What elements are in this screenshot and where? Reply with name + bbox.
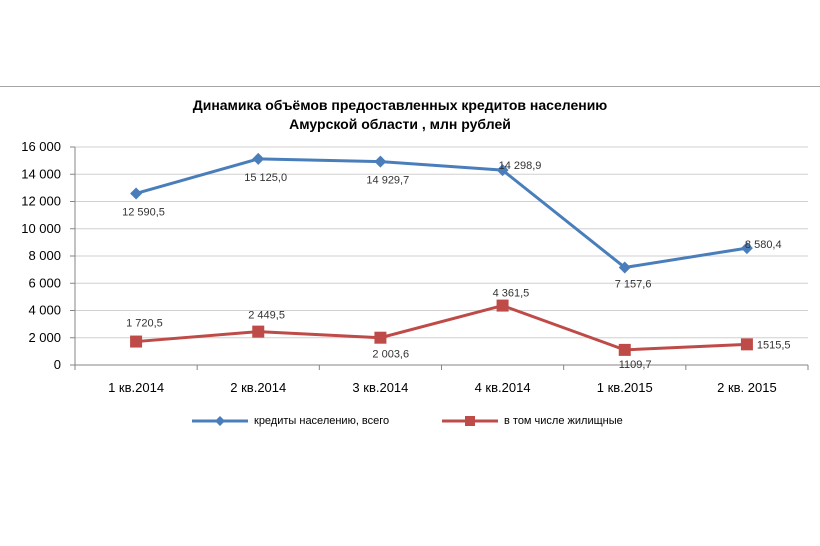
data-point-marker bbox=[130, 187, 143, 200]
legend-item-housing: в том числе жилищные bbox=[440, 411, 623, 431]
y-tick-label: 14 000 bbox=[21, 166, 61, 181]
data-point-marker bbox=[618, 261, 631, 274]
data-point-marker bbox=[252, 325, 265, 338]
x-tick-label: 1 кв.2014 bbox=[108, 380, 164, 395]
data-point-marker bbox=[374, 155, 387, 168]
data-label: 12 590,5 bbox=[122, 206, 165, 218]
data-point-marker bbox=[374, 331, 387, 344]
chart-title-line2: Амурской области , млн рублей bbox=[289, 116, 511, 132]
legend: кредиты населению, всего в том числе жил… bbox=[190, 411, 660, 431]
data-label: 4 361,5 bbox=[493, 288, 530, 300]
series-line-housing bbox=[135, 304, 747, 352]
data-label: 1109,7 bbox=[619, 359, 652, 371]
chart-title-line1: Динамика объёмов предоставленных кредито… bbox=[192, 97, 608, 113]
x-tick-label: 2 кв.2014 bbox=[230, 380, 286, 395]
series-line-total bbox=[135, 157, 748, 269]
data-point-marker bbox=[740, 338, 753, 351]
data-point-marker bbox=[496, 299, 509, 312]
chart-title: Динамика объёмов предоставленных кредито… bbox=[120, 96, 680, 134]
data-point-marker bbox=[740, 242, 753, 255]
data-point-marker bbox=[618, 343, 631, 356]
legend-marker-diamond-icon bbox=[192, 416, 248, 426]
legend-label-housing: в том числе жилищные bbox=[504, 415, 623, 427]
y-tick-label: 6 000 bbox=[28, 275, 61, 290]
y-tick-label: 8 000 bbox=[28, 248, 61, 263]
y-tick-label: 16 000 bbox=[21, 139, 61, 154]
data-label: 8 580,4 bbox=[745, 239, 782, 251]
x-tick-label: 1 кв.2015 bbox=[597, 380, 653, 395]
data-label: 14 298,9 bbox=[499, 160, 542, 172]
x-tick-label: 2 кв. 2015 bbox=[717, 380, 777, 395]
x-tick-label: 3 кв.2014 bbox=[352, 380, 408, 395]
y-tick-label: 12 000 bbox=[21, 194, 61, 209]
top-divider bbox=[0, 86, 820, 87]
data-label: 2 449,5 bbox=[248, 310, 285, 322]
y-tick-label: 4 000 bbox=[28, 303, 61, 318]
y-tick-label: 10 000 bbox=[21, 221, 61, 236]
data-label: 7 157,6 bbox=[615, 278, 652, 290]
data-label: 1 720,5 bbox=[126, 318, 163, 330]
legend-marker-square-icon bbox=[442, 416, 498, 426]
legend-label-total: кредиты населению, всего bbox=[254, 415, 390, 427]
data-label: 14 929,7 bbox=[366, 175, 409, 187]
y-tick-label: 0 bbox=[54, 357, 61, 372]
x-tick-label: 4 кв.2014 bbox=[475, 380, 531, 395]
data-label: 1515,5 bbox=[757, 339, 791, 351]
data-label: 15 125,0 bbox=[244, 172, 287, 184]
data-label: 2 003,6 bbox=[372, 349, 409, 361]
legend-item-total: кредиты населению, всего bbox=[190, 411, 389, 431]
data-point-marker bbox=[252, 152, 265, 165]
y-tick-label: 2 000 bbox=[28, 330, 61, 345]
data-point-marker bbox=[496, 164, 509, 177]
data-point-marker bbox=[130, 335, 143, 348]
